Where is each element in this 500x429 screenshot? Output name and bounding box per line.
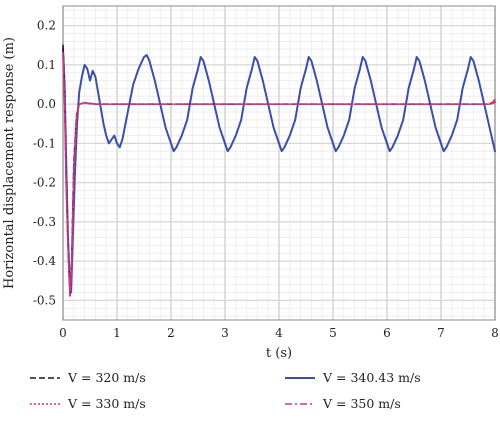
legend: V = 320 m/s V = 330 m/s V = 340.43 m/s V = … xyxy=(30,370,421,411)
y-axis-label: Horizontal displacement response (m) xyxy=(2,37,17,289)
x-tick-label: 7 xyxy=(437,326,445,340)
x-tick-label: 5 xyxy=(329,326,337,340)
y-tick-label: 0.1 xyxy=(37,58,56,72)
y-tick-label: 0.0 xyxy=(37,97,56,111)
y-tick-label: -0.3 xyxy=(33,215,56,229)
x-axis-label: t (s) xyxy=(266,346,292,361)
y-tick-label: -0.4 xyxy=(33,254,57,268)
legend-label-2: V = 330 m/s xyxy=(67,396,146,411)
series-line-4 xyxy=(62,52,496,294)
y-tick-label: -0.1 xyxy=(33,136,56,150)
plot-frame xyxy=(62,5,496,321)
x-tick-label: 0 xyxy=(59,326,67,340)
x-tick-label: 1 xyxy=(113,326,121,340)
x-tick-label: 4 xyxy=(275,326,283,340)
x-tick-label: 8 xyxy=(491,326,499,340)
y-tick-label: -0.2 xyxy=(33,176,56,190)
legend-label-3: V = 340.43 m/s xyxy=(322,370,421,385)
tick-labels: 0 1 2 3 4 5 6 7 8 0.2 0.1 0.0 -0.1 -0.2 -0.3 -0.4 -0.5 xyxy=(33,19,499,340)
series-lines xyxy=(62,44,496,298)
y-tick-label: -0.5 xyxy=(33,293,56,307)
x-tick-label: 6 xyxy=(383,326,391,340)
series-line-3 xyxy=(62,48,496,294)
x-tick-label: 2 xyxy=(167,326,175,340)
legend-label-4: V = 350 m/s xyxy=(322,396,401,411)
x-tick-label: 3 xyxy=(221,326,229,340)
grid xyxy=(62,6,496,320)
y-tick-label: 0.2 xyxy=(37,19,56,33)
legend-label-1: V = 320 m/s xyxy=(67,370,146,385)
